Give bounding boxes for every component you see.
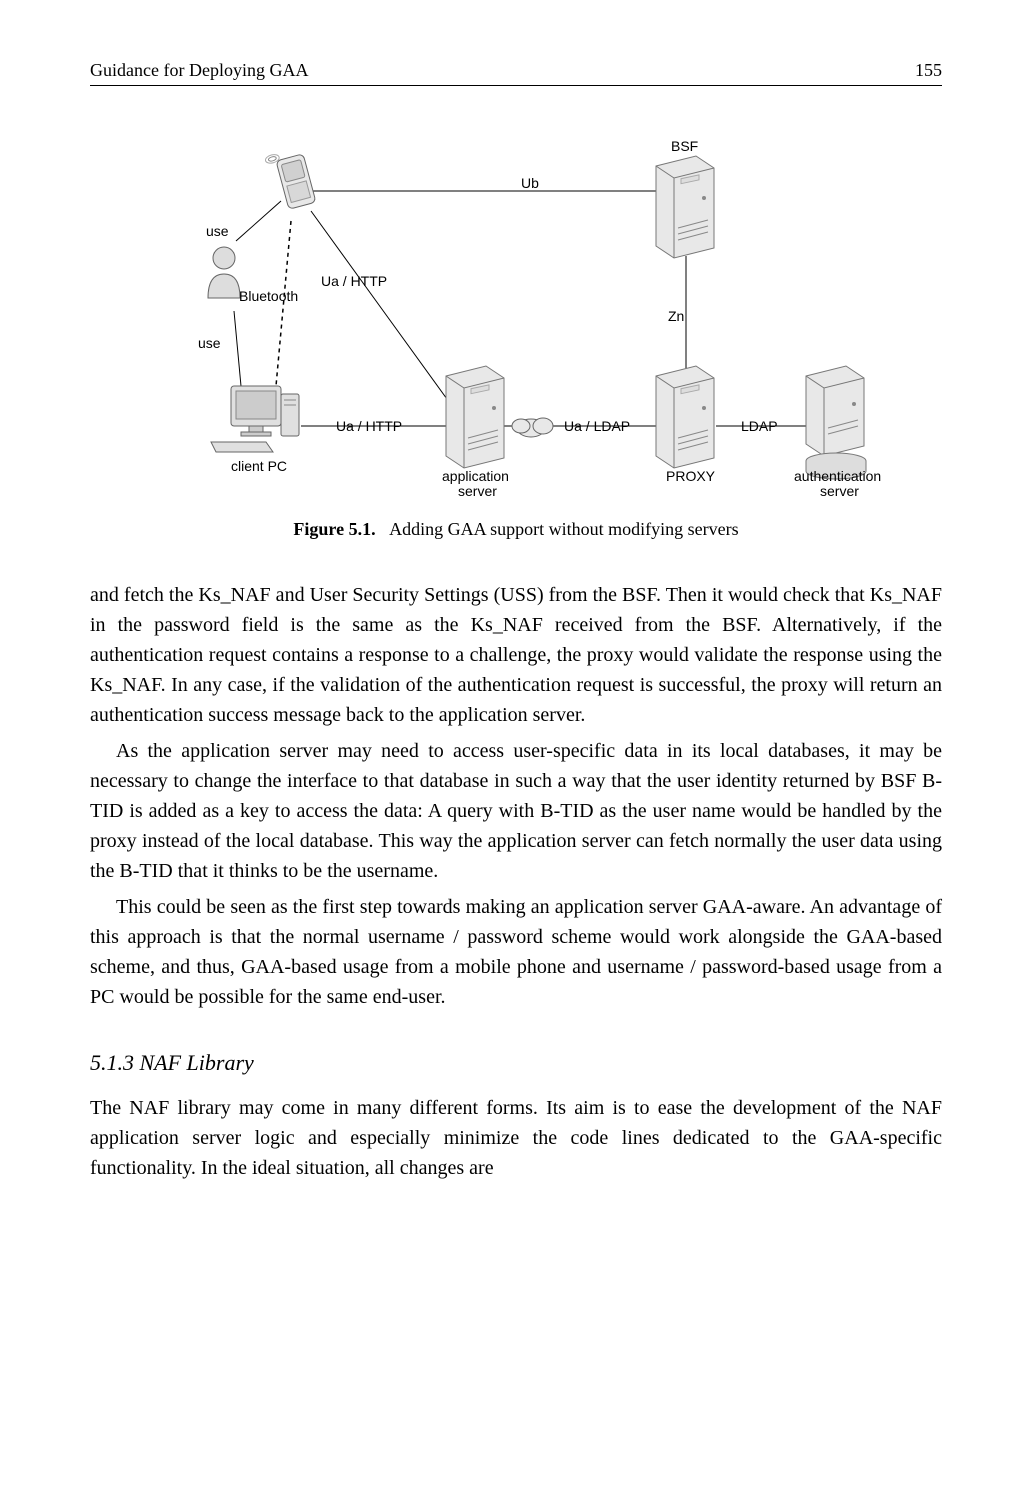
user-icon bbox=[208, 247, 240, 298]
ua-http2-label: Ua / HTTP bbox=[336, 418, 402, 434]
ua-http1-label: Ua / HTTP bbox=[321, 273, 387, 289]
svg-text:application: application bbox=[442, 468, 509, 484]
figure-5-1: BSF Ub use use Bluetooth Ua / HTTP Ua / … bbox=[126, 126, 906, 540]
bluetooth-label: Bluetooth bbox=[239, 288, 298, 304]
auth-server-label: authentication bbox=[794, 468, 881, 484]
cloud-icon bbox=[512, 418, 553, 437]
paragraph-3: This could be seen as the first step tow… bbox=[90, 892, 942, 1012]
body-text: and fetch the Ks_NAF and User Security S… bbox=[90, 580, 942, 1183]
bsf-server-icon bbox=[656, 156, 714, 258]
section-heading: 5.1.3 NAF Library bbox=[90, 1046, 942, 1079]
ub-label: Ub bbox=[521, 175, 539, 191]
figure-caption: Figure 5.1. Adding GAA support without m… bbox=[126, 519, 906, 540]
proxy-label: PROXY bbox=[666, 468, 716, 484]
paragraph-4: The NAF library may come in many differe… bbox=[90, 1093, 942, 1183]
mobile-phone-icon bbox=[265, 147, 316, 212]
zn-label: Zn bbox=[668, 308, 684, 324]
running-title: Guidance for Deploying GAA bbox=[90, 60, 308, 81]
client-pc-icon bbox=[211, 386, 299, 452]
ua-ldap-label: Ua / LDAP bbox=[564, 418, 630, 434]
proxy-server-icon bbox=[656, 366, 714, 468]
page-header: Guidance for Deploying GAA 155 bbox=[90, 60, 942, 86]
ldap-label: LDAP bbox=[741, 418, 778, 434]
use1-label: use bbox=[206, 223, 229, 239]
paragraph-2: As the application server may need to ac… bbox=[90, 736, 942, 886]
figure-caption-text: Adding GAA support without modifying ser… bbox=[389, 519, 738, 539]
auth-server-icon bbox=[806, 366, 866, 479]
paragraph-1: and fetch the Ks_NAF and User Security S… bbox=[90, 580, 942, 730]
auth-server-label2: server bbox=[820, 483, 859, 499]
use2-label: use bbox=[198, 335, 221, 351]
page-number: 155 bbox=[915, 60, 942, 81]
client-pc-label: client PC bbox=[231, 458, 287, 474]
bsf-label: BSF bbox=[671, 138, 698, 154]
application-server-icon bbox=[446, 366, 504, 468]
app-server-label2: server bbox=[458, 483, 497, 499]
architecture-diagram: BSF Ub use use Bluetooth Ua / HTTP Ua / … bbox=[126, 126, 906, 506]
figure-caption-label: Figure 5.1. bbox=[293, 519, 375, 539]
